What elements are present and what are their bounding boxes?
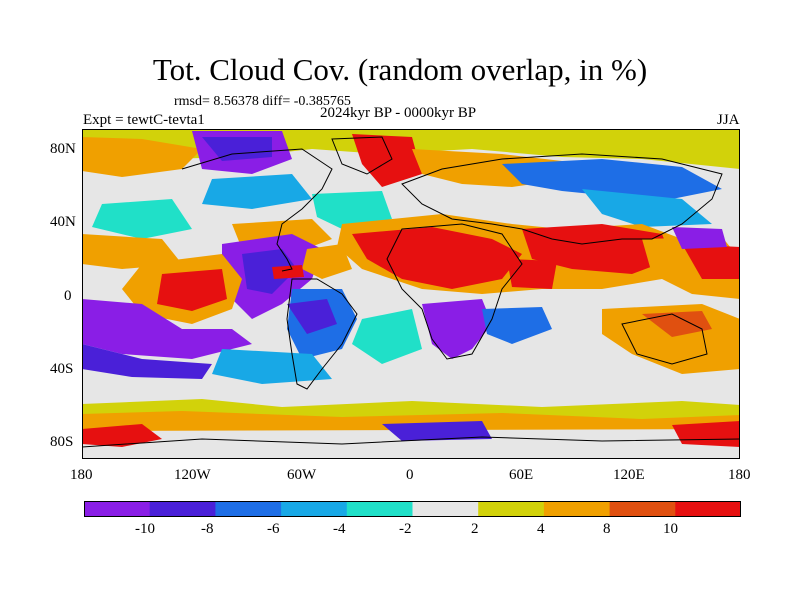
anomaly-siberia-blue: [502, 159, 722, 201]
anomaly-south-pacific-blue: [82, 344, 212, 379]
coastline-north-america: [181, 148, 333, 272]
anomaly-north-america-cyan: [202, 174, 312, 209]
anomaly-north-atlantic-red: [352, 134, 422, 187]
colorbar-label-neg6: -6: [267, 521, 280, 537]
anomaly-asia-red: [522, 224, 672, 274]
colorbar-label-4: 4: [537, 521, 545, 537]
coastline-africa: [386, 223, 523, 360]
coastline-south-america: [286, 278, 358, 390]
coastline-antarctica: [82, 436, 740, 448]
colorbar-swatch-9: [675, 501, 741, 517]
map-title: Tot. Cloud Cov. (random overlap, in %): [152, 52, 648, 87]
colorbar-swatch-5: [412, 501, 479, 517]
lon-label-180-right: 180: [728, 467, 751, 483]
anomaly-arctic-orange: [82, 137, 202, 177]
anomaly-pacific-north-orange: [82, 234, 182, 269]
anomaly-antarctic-red-left: [82, 424, 162, 447]
colorbar-swatch-2: [215, 501, 282, 517]
time-period-label: 2024kyr BP - 0000kyr BP: [320, 105, 477, 121]
coastline-australia: [621, 313, 708, 365]
anomaly-africa-purple: [422, 299, 492, 359]
colorbar-swatch-3: [281, 501, 348, 517]
anomaly-north-atlantic-cyan: [312, 191, 392, 229]
map-border: [82, 129, 740, 459]
coastline-greenland: [331, 136, 393, 175]
lat-label-40n: 40N: [50, 214, 76, 230]
colorbar-label-neg10: -10: [135, 521, 155, 537]
colorbar-swatch-4: [346, 501, 413, 517]
anomaly-antarctic-red-right: [672, 421, 740, 447]
lon-label-120e: 120E: [613, 467, 645, 483]
colorbar-label-neg4: -4: [333, 521, 346, 537]
anomaly-northwest-pacific-purple: [672, 227, 727, 249]
experiment-label: Expt = tewtC-tevta1: [83, 112, 205, 128]
colorbar-swatch-6: [478, 501, 545, 517]
anomaly-australia-red: [642, 311, 712, 337]
colorbar-label-neg8: -8: [201, 521, 214, 537]
anomaly-south-pacific-purple: [82, 299, 252, 359]
colorbar-label-10: 10: [663, 521, 678, 537]
coastlines: [82, 136, 740, 448]
lat-label-80s: 80S: [50, 434, 74, 450]
colorbar: [84, 501, 741, 517]
anomaly-southern-ocean-cyan: [212, 349, 332, 384]
anomaly-siberia-cyan: [582, 189, 712, 227]
coastline-europe-asia: [401, 153, 723, 245]
colorbar-label-8: 8: [603, 521, 611, 537]
lon-label-180-left: 180: [70, 467, 93, 483]
lat-label-0: 0: [64, 288, 72, 304]
lat-label-40s: 40S: [50, 361, 74, 377]
anomaly-antarctic-purple: [382, 421, 492, 441]
colorbar-swatch-0: [84, 501, 151, 517]
lon-label-0: 0: [406, 467, 414, 483]
lat-label-80n: 80N: [50, 141, 76, 157]
map-frame: [82, 129, 740, 459]
season-label: JJA: [717, 112, 740, 128]
anomaly-indian-ocean-blue: [482, 307, 552, 344]
anomaly-south-america-purple: [287, 299, 337, 334]
lon-label-60e: 60E: [509, 467, 534, 483]
colorbar-swatch-8: [609, 501, 676, 517]
anomaly-arctic-blue: [202, 137, 272, 161]
colorbar-label-neg2: -2: [399, 521, 412, 537]
lon-label-120w: 120W: [174, 467, 211, 483]
anomaly-indian-ocean-cyan: [352, 309, 422, 364]
anomaly-caribbean-red: [272, 265, 304, 279]
anomaly-north-pacific-cyan: [92, 199, 192, 239]
anomaly-south-ocean-orange: [82, 411, 740, 431]
anomaly-west-pacific-red: [682, 244, 740, 279]
anomaly-caribbean-orange: [302, 244, 352, 279]
lon-label-60w: 60W: [287, 467, 317, 483]
colorbar-swatch-7: [543, 501, 611, 517]
colorbar-swatch-1: [149, 501, 216, 517]
anomaly-central-pacific-blue: [242, 249, 297, 294]
colorbar-label-2: 2: [471, 521, 479, 537]
rmsd-diff-stats: rmsd= 8.56378 diff= -0.385765: [174, 94, 351, 109]
anomaly-east-pacific-red: [157, 269, 227, 311]
